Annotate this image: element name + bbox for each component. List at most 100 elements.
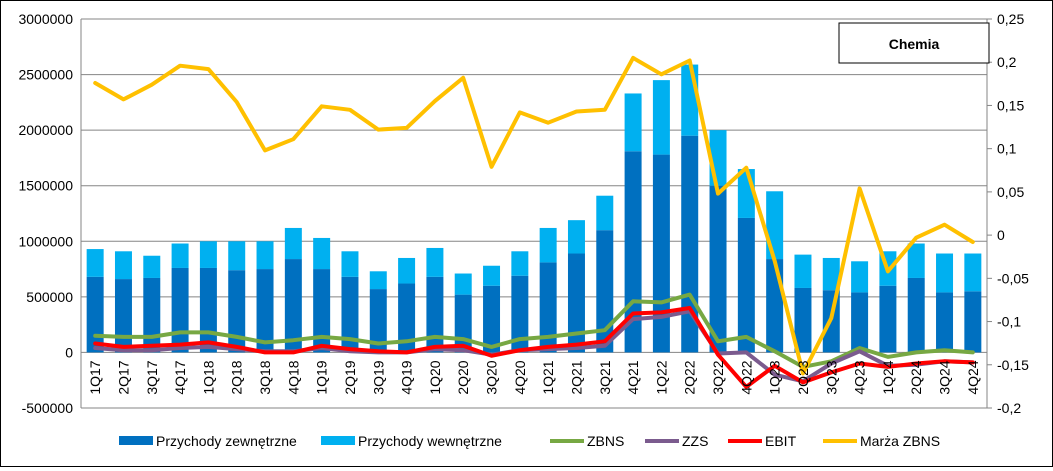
bar-przychody-wewnetrzne bbox=[964, 253, 982, 292]
bar-przychody-zewnetrzne bbox=[652, 154, 670, 353]
legend-label: ZBNS bbox=[587, 433, 624, 449]
bar-przychody-zewnetrzne bbox=[284, 259, 302, 353]
x-tick-label: 1Q18 bbox=[200, 360, 216, 394]
legend-label: Marża ZBNS bbox=[860, 433, 940, 449]
bar-przychody-zewnetrzne bbox=[567, 253, 585, 353]
bar-przychody-wewnetrzne bbox=[114, 251, 132, 280]
x-tick-label: 1Q23 bbox=[767, 360, 783, 394]
x-tick-label: 3Q20 bbox=[484, 360, 500, 394]
bar-przychody-wewnetrzne bbox=[256, 241, 274, 270]
x-tick-label: 3Q17 bbox=[144, 360, 160, 394]
x-tick-label: 1Q19 bbox=[314, 360, 330, 394]
bar-przychody-zewnetrzne bbox=[114, 279, 132, 353]
legend: Przychody zewnętrzne Przychody wewnętrzne… bbox=[119, 433, 940, 449]
bar-przychody-zewnetrzne bbox=[171, 267, 189, 353]
bar-przychody-zewnetrzne bbox=[426, 276, 444, 353]
x-tick-label: 4Q18 bbox=[285, 360, 301, 394]
x-tick-label: 3Q21 bbox=[597, 360, 613, 394]
x-tick-label: 1Q17 bbox=[87, 360, 103, 394]
bar-przychody-zewnetrzne bbox=[794, 287, 812, 353]
x-tick-label: 3Q19 bbox=[370, 360, 386, 394]
x-tick-label: 3Q24 bbox=[937, 360, 953, 394]
bar-przychody-zewnetrzne bbox=[539, 262, 557, 353]
bar-przychody-zewnetrzne bbox=[143, 277, 161, 353]
x-tick-label: 2Q20 bbox=[455, 360, 471, 394]
bar-przychody-wewnetrzne bbox=[624, 93, 642, 152]
bar-przychody-wewnetrzne bbox=[794, 254, 812, 288]
bar-przychody-wewnetrzne bbox=[313, 237, 331, 270]
x-tick-label: 1Q21 bbox=[540, 360, 556, 394]
bar-przychody-wewnetrzne bbox=[539, 227, 557, 263]
bar-przychody-zewnetrzne bbox=[907, 277, 925, 353]
bar-przychody-zewnetrzne bbox=[86, 276, 104, 353]
legend-label: EBIT bbox=[765, 433, 797, 449]
bar-przychody-zewnetrzne bbox=[596, 230, 614, 353]
line-mar-a-zbns bbox=[93, 55, 975, 376]
x-tick-label: 4Q21 bbox=[625, 360, 641, 394]
bar-przychody-wewnetrzne bbox=[851, 261, 869, 293]
bar-przychody-wewnetrzne bbox=[398, 257, 416, 284]
line-zbns bbox=[93, 292, 975, 369]
y-right-tick-label: 0,15 bbox=[997, 97, 1024, 113]
line-ebit bbox=[93, 306, 975, 389]
bar-przychody-wewnetrzne bbox=[766, 191, 784, 260]
bar-przychody-zewnetrzne bbox=[313, 269, 331, 353]
y-left-tick-label: 1500000 bbox=[18, 178, 73, 194]
bar-przychody-zewnetrzne bbox=[511, 275, 529, 353]
axes: -500000 0 500000 1000000 1500000 2000000 25000… bbox=[18, 11, 1029, 416]
y-left-tick-label: 500000 bbox=[26, 289, 73, 305]
x-tick-label: 2Q21 bbox=[568, 360, 584, 394]
y-left-tick-label: 0 bbox=[65, 344, 73, 360]
bar-przychody-zewnetrzne bbox=[454, 294, 472, 353]
x-tick-label: 2Q23 bbox=[795, 360, 811, 394]
bar-przychody-wewnetrzne bbox=[652, 80, 670, 155]
legend-label: ZZS bbox=[682, 433, 708, 449]
x-tick-label: 4Q20 bbox=[512, 360, 528, 394]
x-tick-label: 4Q23 bbox=[852, 360, 868, 394]
y-left-tick-label: 1000000 bbox=[18, 233, 73, 249]
bar-przychody-zewnetrzne bbox=[199, 267, 217, 353]
y-left-tick-label: 2500000 bbox=[18, 67, 73, 83]
y-right-tick-label: 0,2 bbox=[997, 54, 1017, 70]
bar-przychody-zewnetrzne bbox=[766, 259, 784, 353]
x-tick-label: 3Q18 bbox=[257, 360, 273, 394]
legend-label: Przychody zewnętrzne bbox=[156, 433, 297, 449]
y-right-tick-label: 0,05 bbox=[997, 184, 1024, 200]
bar-przychody-zewnetrzne bbox=[483, 285, 501, 353]
bar-przychody-wewnetrzne bbox=[143, 255, 161, 278]
legend-swatch bbox=[321, 436, 355, 445]
y-right-tick-label: -0,2 bbox=[997, 400, 1021, 416]
x-tick-label: 2Q24 bbox=[908, 360, 924, 394]
chart-title: Chemia bbox=[889, 36, 940, 52]
x-tick-label: 4Q22 bbox=[738, 360, 754, 394]
x-tick-label: 3Q23 bbox=[823, 360, 839, 394]
bar-przychody-zewnetrzne bbox=[369, 289, 387, 353]
bar-przychody-zewnetrzne bbox=[709, 185, 727, 353]
x-tick-label: 2Q18 bbox=[229, 360, 245, 394]
y-right-tick-label: 0 bbox=[997, 227, 1005, 243]
x-tick-label: 1Q22 bbox=[653, 360, 669, 394]
y-right-tick-label: -0,1 bbox=[997, 314, 1021, 330]
bar-przychody-zewnetrzne bbox=[964, 291, 982, 353]
y-left-tick-label: 2000000 bbox=[18, 122, 73, 138]
x-tick-label: 4Q19 bbox=[399, 360, 415, 394]
bar-series bbox=[86, 64, 982, 353]
y-right-tick-label: -0,15 bbox=[997, 357, 1029, 373]
x-tick-label: 4Q17 bbox=[172, 360, 188, 394]
y-left-tick-label: 3000000 bbox=[18, 11, 73, 27]
x-tick-label: 3Q22 bbox=[710, 360, 726, 394]
bar-przychody-zewnetrzne bbox=[936, 292, 954, 353]
x-tick-label: 2Q19 bbox=[342, 360, 358, 394]
bar-przychody-wewnetrzne bbox=[341, 251, 359, 277]
bar-przychody-wewnetrzne bbox=[483, 265, 501, 286]
x-tick-label: 1Q24 bbox=[880, 360, 896, 394]
line-series bbox=[93, 55, 975, 389]
bar-przychody-wewnetrzne bbox=[511, 251, 529, 276]
y-right-tick-label: 0,25 bbox=[997, 11, 1024, 27]
bar-przychody-wewnetrzne bbox=[822, 257, 840, 291]
x-tick-label: 2Q17 bbox=[115, 360, 131, 394]
bar-przychody-zewnetrzne bbox=[851, 292, 869, 353]
legend-label: Przychody wewnętrzne bbox=[358, 433, 502, 449]
